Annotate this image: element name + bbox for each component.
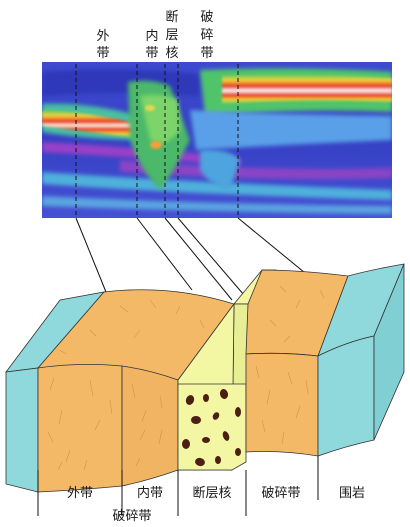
connector-inner [136,217,193,291]
bottom-label-wall-rock: 围岩 [339,486,365,501]
connector-outer [75,217,107,293]
block-diagram [5,263,405,493]
left-block-front-outer [37,364,123,493]
bottom-label-fracture-zone-group: 破碎带 [112,509,151,524]
left-block-front-inner [121,365,179,487]
svg-text:碎: 碎 [200,28,213,43]
bottom-label-fault-core: 断层核 [192,486,231,501]
svg-text:带: 带 [200,46,213,61]
fault-core-clasts [182,389,241,467]
dashed-guides [75,64,239,218]
fracture-texture [47,285,325,471]
right-block-front-wall-rock [317,335,375,457]
left-block-front-wall-rock [5,367,39,493]
bottom-label-inner-zone: 内带 [137,485,163,501]
bottom-label-fracture-zone: 破碎带 [261,486,300,501]
top-label-fault-core: 断 层 核 [165,10,178,61]
svg-text:内: 内 [145,28,158,44]
svg-text:层: 层 [165,28,178,43]
top-label-fracture-zone: 破 碎 带 [200,10,213,61]
top-label-inner-zone: 内 带 [145,28,158,61]
svg-text:带: 带 [145,46,158,61]
top-label-outer-zone: 外 带 [96,29,109,61]
seismic-image [42,62,392,218]
svg-text:核: 核 [165,46,178,61]
svg-text:外: 外 [96,29,109,44]
bottom-leader-lines [37,456,319,516]
right-block-side-wall-rock [373,263,405,441]
svg-text:断: 断 [165,10,178,25]
svg-text:带: 带 [96,46,109,61]
connector-core-left [164,217,233,301]
connector-core-right [177,217,251,303]
fault-core-front-face [177,383,247,471]
svg-text:破: 破 [200,10,213,25]
bottom-label-outer-zone: 外带 [67,486,93,501]
